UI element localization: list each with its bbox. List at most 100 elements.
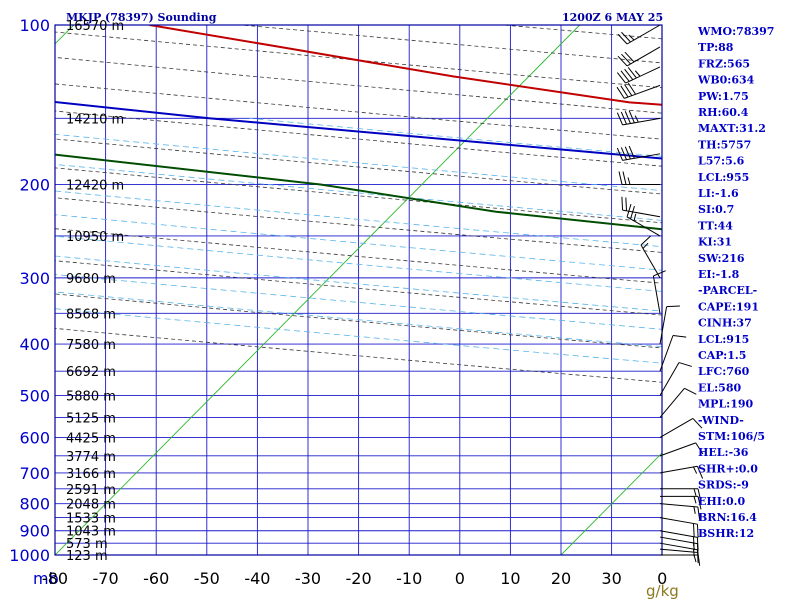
wind-barb-half-flag xyxy=(693,488,697,496)
wind-barb xyxy=(659,503,701,521)
index-value: SRDS:-9 xyxy=(698,479,749,492)
wind-barb-flag xyxy=(627,82,636,95)
wind-barb-staff xyxy=(659,530,698,538)
wind-barbs xyxy=(616,24,704,566)
dry-adiabat xyxy=(55,228,662,284)
wind-barb-flag xyxy=(621,196,624,211)
wind-barb-staff xyxy=(625,66,661,84)
index-value: LCL:955 xyxy=(698,171,749,184)
index-value: FRZ:565 xyxy=(698,57,750,70)
wind-barb-staff xyxy=(624,84,661,99)
height-tick-label: 2591 m xyxy=(66,483,116,498)
wind-barb-flag xyxy=(616,86,625,99)
temperature-tick-label: 0 xyxy=(657,569,667,588)
wind-barb-flag xyxy=(620,70,630,82)
index-value: MPL:190 xyxy=(698,398,754,411)
pressure-unit-label: mb xyxy=(33,569,59,588)
wind-barb-flag xyxy=(640,235,652,246)
index-value: MAXT:31.2 xyxy=(698,122,766,135)
wind-barb-staff xyxy=(659,503,698,508)
index-value: LI:-1.6 xyxy=(698,187,739,200)
height-tick-label: 1533 m xyxy=(66,512,116,527)
wind-barb-flag xyxy=(697,506,701,521)
wind-barb xyxy=(640,235,661,279)
wind-barb-flag xyxy=(620,111,627,125)
wind-barb-flag xyxy=(625,197,628,211)
wind-barb-flag xyxy=(692,418,703,429)
wind-barb xyxy=(616,145,661,161)
height-tick-label: 5125 m xyxy=(66,411,116,426)
wind-barb-half-flag xyxy=(693,496,697,504)
wind-barb xyxy=(659,517,699,538)
index-value: CINH:37 xyxy=(698,317,752,330)
height-tick-label: 7580 m xyxy=(66,338,116,353)
wind-barb xyxy=(659,334,687,372)
wind-barb xyxy=(660,488,702,502)
wind-barb-flag xyxy=(616,112,624,126)
plot-frame xyxy=(54,24,663,556)
pressure-tick-label: 600 xyxy=(19,428,50,447)
index-value: BRN:16.4 xyxy=(698,511,757,524)
height-tick-label: 3774 m xyxy=(66,450,116,465)
wind-barb xyxy=(616,110,661,126)
wind-barb xyxy=(617,24,661,45)
wind-barb-staff xyxy=(659,548,698,553)
wind-barb xyxy=(621,196,661,218)
wind-barb-half-flag xyxy=(692,549,695,557)
wind-barb-flag xyxy=(692,536,695,551)
index-value: BSHR:12 xyxy=(698,527,754,540)
pressure-tick-label: 1000 xyxy=(9,546,50,565)
height-tick-label: 4425 m xyxy=(66,431,116,446)
wind-barb xyxy=(660,495,702,510)
temperature-tick-label: 0 xyxy=(455,569,465,588)
height-tick-label: 3166 m xyxy=(66,467,116,482)
pressure-tick-label: 300 xyxy=(19,269,50,288)
pressure-tick-label: 500 xyxy=(19,386,50,405)
wind-barb-flag xyxy=(621,31,631,43)
wind-barb-flag xyxy=(697,488,702,502)
wind-barb-staff xyxy=(659,517,698,525)
index-value: KI:31 xyxy=(698,236,732,249)
grid-lines xyxy=(55,25,662,555)
height-tick-label: 2048 m xyxy=(66,498,116,513)
height-tick-label: 10950 m xyxy=(66,230,124,245)
index-value: PW:1.75 xyxy=(698,90,749,103)
temperature-tick-label: -70 xyxy=(93,569,119,588)
pressure-tick-label: 800 xyxy=(19,495,50,514)
wind-barb xyxy=(659,465,704,479)
height-tick-label: 1043 m xyxy=(66,525,116,540)
temperature-tick-label: -30 xyxy=(295,569,321,588)
wind-barb-staff xyxy=(626,24,661,45)
wind-barb-staff xyxy=(659,335,674,372)
wind-barb xyxy=(659,530,699,551)
index-value: L57:5.6 xyxy=(698,155,745,168)
wind-barb-staff xyxy=(659,442,696,457)
wind-barb-staff xyxy=(659,465,698,474)
wind-barb-half-flag xyxy=(633,213,637,222)
wind-barb-flag xyxy=(678,362,692,367)
wind-barb-staff xyxy=(659,387,685,418)
temperature-tick-label: -40 xyxy=(244,569,270,588)
index-value: SHR+:0.0 xyxy=(698,462,758,475)
wind-barb-staff xyxy=(659,306,668,345)
wind-barb xyxy=(659,305,680,345)
wind-barb-staff xyxy=(640,244,661,279)
wind-barb-staff xyxy=(622,153,661,161)
index-value: LFC:760 xyxy=(698,365,750,378)
index-value: STM:106/5 xyxy=(698,430,765,443)
index-value: HEL:-36 xyxy=(698,446,749,459)
height-tick-label: 12420 m xyxy=(66,179,124,194)
temperature-tick-label: -60 xyxy=(143,569,169,588)
height-tick-label: 16570 m xyxy=(66,19,124,34)
wind-barb-flag xyxy=(620,147,627,160)
wind-barb-flag xyxy=(618,171,623,185)
wind-barb-flag xyxy=(626,204,632,218)
index-value: LCL:915 xyxy=(698,333,749,346)
index-panel: WMO:78397 TP:88 FRZ:565 WB0:634 PW:1.75 RH:60… xyxy=(697,25,774,540)
height-tick-label: 6692 m xyxy=(66,365,116,380)
wind-barb-flag xyxy=(617,55,628,67)
wind-barb-flag xyxy=(628,110,635,124)
dewpoint-line xyxy=(55,153,662,231)
